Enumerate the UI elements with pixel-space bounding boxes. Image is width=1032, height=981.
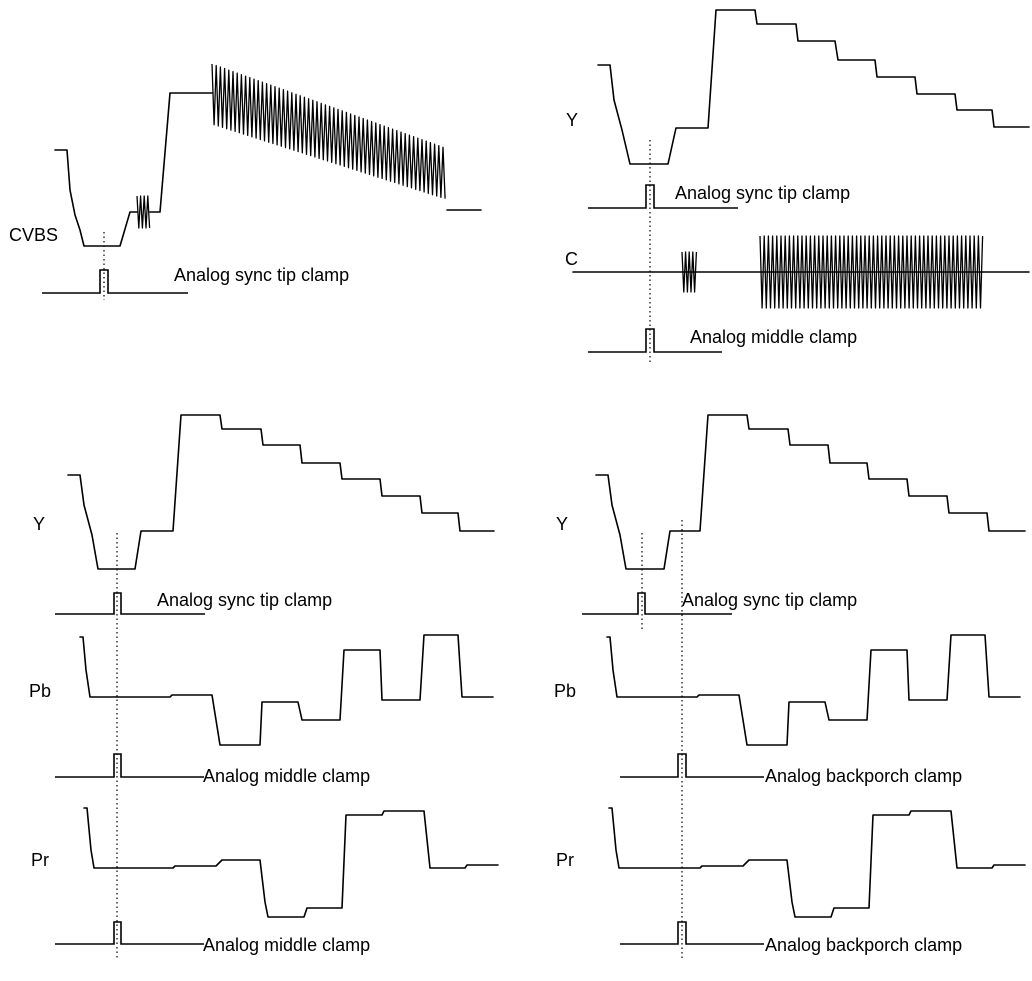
cvbs-clamp-label: Analog sync tip clamp <box>174 265 349 285</box>
yc-y-waveform <box>597 9 1030 165</box>
yc-y-clamp-label: Analog sync tip clamp <box>675 183 850 203</box>
ypbpr-middle-y-waveform <box>67 414 495 570</box>
ypbpr-backporch-pr-waveform <box>608 807 1026 918</box>
cvbs-waveform <box>54 92 482 247</box>
ypbpr-middle-pb-signal-label: Pb <box>29 681 51 701</box>
yc-c-clamp-label: Analog middle clamp <box>690 327 857 347</box>
yc-panel: Y Analog sync tip clamp C Analog middle … <box>565 9 1030 362</box>
ypbpr-backporch-pb-waveform <box>606 634 1021 746</box>
ypbpr-middle-y-clamp-label: Analog sync tip clamp <box>157 590 332 610</box>
cvbs-chroma-modulation <box>211 63 446 199</box>
yc-c-color-burst <box>681 251 698 293</box>
ypbpr-backporch-y-signal-label: Y <box>556 514 568 534</box>
ypbpr-middle-pr-clamp-label: Analog middle clamp <box>203 935 370 955</box>
cvbs-signal-label: CVBS <box>9 225 58 245</box>
ypbpr-backporch-panel: Y Analog sync tip clamp Pb Analog backpo… <box>554 414 1026 958</box>
cvbs-panel: CVBS Analog sync tip clamp <box>9 63 482 300</box>
ypbpr-backporch-pr-clamp-label: Analog backporch clamp <box>765 935 962 955</box>
ypbpr-middle-pb-clamp-pulse <box>55 753 204 778</box>
ypbpr-middle-pr-signal-label: Pr <box>31 850 49 870</box>
ypbpr-middle-y-signal-label: Y <box>33 514 45 534</box>
ypbpr-middle-pr-waveform <box>83 807 499 918</box>
ypbpr-middle-pb-clamp-label: Analog middle clamp <box>203 766 370 786</box>
ypbpr-middle-panel: Y Analog sync tip clamp Pb Analog middle… <box>29 414 499 958</box>
cvbs-color-burst <box>136 195 151 229</box>
yc-c-chroma-modulation <box>759 235 984 309</box>
ypbpr-backporch-pb-clamp-pulse <box>620 753 764 778</box>
yc-y-signal-label: Y <box>566 110 578 130</box>
ypbpr-backporch-pr-clamp-pulse <box>620 921 764 945</box>
ypbpr-backporch-pb-signal-label: Pb <box>554 681 576 701</box>
ypbpr-backporch-y-clamp-label: Analog sync tip clamp <box>682 590 857 610</box>
cvbs-clamp-pulse <box>42 269 188 294</box>
yc-c-signal-label: C <box>565 249 578 269</box>
ypbpr-middle-pb-waveform <box>79 634 494 746</box>
ypbpr-backporch-y-waveform <box>595 414 1026 570</box>
ypbpr-middle-pr-clamp-pulse <box>55 921 204 945</box>
ypbpr-backporch-pr-signal-label: Pr <box>556 850 574 870</box>
ypbpr-backporch-pb-clamp-label: Analog backporch clamp <box>765 766 962 786</box>
